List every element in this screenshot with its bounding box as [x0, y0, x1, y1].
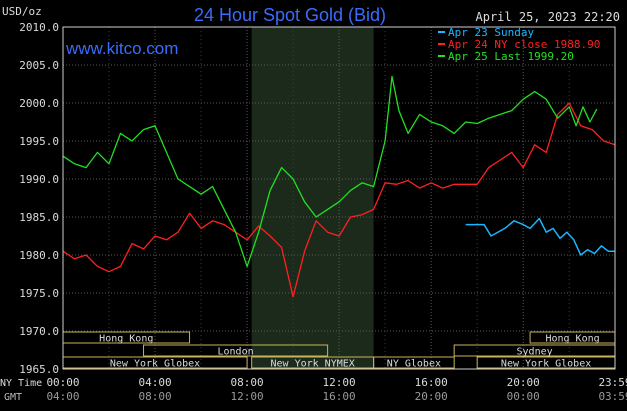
- watermark: www.kitco.com: [65, 39, 178, 58]
- x-tick-label-ny: 23:59: [598, 376, 627, 389]
- x-tick-label-ny: 20:00: [507, 376, 540, 389]
- session-label: NY Globex: [387, 359, 441, 370]
- series-line: [465, 217, 615, 256]
- session-label: Hong Kong: [99, 334, 153, 345]
- gmt-label: GMT: [4, 392, 22, 403]
- price-series: [62, 75, 616, 298]
- nymex-session-shading: [251, 27, 374, 369]
- session-label: New York Globex: [501, 359, 591, 370]
- series-line: [62, 75, 598, 268]
- plot-frame: [62, 26, 616, 370]
- legend-entry: Apr 25 Last 1999.20: [448, 50, 574, 63]
- y-tick-label: 1980.0: [19, 249, 59, 262]
- chart-title: 24 Hour Spot Gold (Bid): [194, 5, 386, 25]
- x-tick-label-ny: 08:00: [231, 376, 264, 389]
- y-tick-label: 1985.0: [19, 211, 59, 224]
- legend-entry: Apr 23 Sunday: [448, 26, 534, 39]
- session-label: New York Globex: [110, 359, 200, 370]
- x-tick-label-gmt: 12:00: [231, 390, 264, 403]
- x-tick-label-gmt: 16:00: [323, 390, 356, 403]
- x-tick-labels: 00:0004:0004:0008:0008:0012:0012:0016:00…: [46, 376, 627, 403]
- y-tick-label: 2010.0: [19, 21, 59, 34]
- x-tick-label-gmt: 20:00: [415, 390, 448, 403]
- y-tick-labels: 2010.0 2005.0 2000.0 1995.0 1990.0 1985.0 1980…: [19, 21, 59, 376]
- x-tick-label-ny: 12:00: [323, 376, 356, 389]
- y-tick-label: 2000.0: [19, 97, 59, 110]
- y-tick-label: 1990.0: [19, 173, 59, 186]
- session-box: [373, 356, 455, 369]
- ny-time-label: NY Time: [0, 378, 42, 389]
- session-box: [143, 344, 329, 357]
- series-line: [62, 102, 616, 298]
- x-tick-label-gmt: 08:00: [138, 390, 171, 403]
- session-label: Hong Kong: [545, 334, 599, 345]
- y-tick-label: 2005.0: [19, 59, 59, 72]
- session-label: Sydney: [517, 347, 553, 358]
- y-tick-label: 1965.0: [19, 363, 59, 376]
- x-tick-label-gmt: 00:00: [507, 390, 540, 403]
- y-tick-label: 1970.0: [19, 325, 59, 338]
- x-tick-label-ny: 16:00: [415, 376, 448, 389]
- session-label: London: [218, 347, 254, 358]
- x-tick-label-gmt: 03:59: [598, 390, 627, 403]
- y-tick-label: 1975.0: [19, 287, 59, 300]
- legend-entry: Apr 24 NY close 1988.90: [448, 38, 600, 51]
- timestamp: April 25, 2023 22:20: [476, 10, 621, 24]
- x-tick-label-gmt: 04:00: [46, 390, 79, 403]
- y-tick-label: 1995.0: [19, 135, 59, 148]
- session-label: New York NYMEX: [271, 359, 355, 370]
- x-tick-label-ny: 04:00: [138, 376, 171, 389]
- x-tick-label-ny: 00:00: [46, 376, 79, 389]
- unit-label: USD/oz: [2, 5, 42, 18]
